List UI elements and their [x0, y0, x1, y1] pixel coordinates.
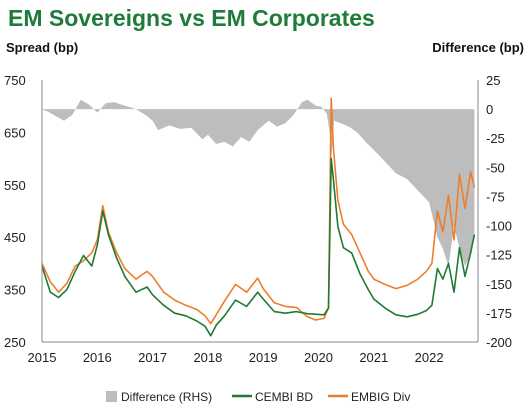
left-tick-label: 250 — [4, 335, 26, 350]
x-tick-labels: 2015 2016 2017 2018 2019 2020 2021 2022 — [28, 350, 444, 365]
right-tick-label: -25 — [486, 131, 505, 146]
right-tick-labels: 25 0 -25 -50 -75 -100 -125 -150 -175 -200 — [486, 73, 512, 350]
difference-area — [42, 99, 475, 267]
right-tick-label: -150 — [486, 277, 512, 292]
x-tick-label: 2018 — [193, 350, 222, 365]
right-tick-label: -125 — [486, 248, 512, 263]
legend-swatch-difference — [106, 391, 117, 402]
x-tick-label: 2015 — [28, 350, 57, 365]
x-tick-label: 2020 — [304, 350, 333, 365]
right-tick-label: -100 — [486, 219, 512, 234]
x-tick-label: 2017 — [138, 350, 167, 365]
cembi-bd-line — [41, 157, 476, 337]
right-tick-label: 0 — [486, 102, 493, 117]
right-axis-title: Difference (bp) — [432, 40, 524, 55]
embig-div-line — [41, 97, 476, 325]
left-tick-label: 350 — [4, 283, 26, 298]
legend-label-embig: EMBIG Div — [351, 390, 410, 404]
right-tick-label: -50 — [486, 160, 505, 175]
x-tick-label: 2016 — [83, 350, 112, 365]
left-tick-label: 750 — [4, 73, 26, 88]
line-series-layer — [41, 97, 476, 337]
x-tick-label: 2021 — [359, 350, 388, 365]
left-tick-label: 650 — [4, 125, 26, 140]
legend-label-difference: Difference (RHS) — [121, 390, 212, 404]
legend-label-cembi: CEMBI BD — [255, 390, 313, 404]
x-tick-label: 2022 — [415, 350, 444, 365]
left-axis-title: Spread (bp) — [6, 40, 78, 55]
left-tick-label: 450 — [4, 230, 26, 245]
right-tick-label: -200 — [486, 335, 512, 350]
legend: Difference (RHS) CEMBI BD EMBIG Div — [106, 390, 410, 404]
x-tick-label: 2019 — [249, 350, 278, 365]
right-tick-label: 25 — [486, 73, 500, 88]
left-tick-labels: 750 650 550 450 350 250 — [4, 73, 26, 350]
right-tick-label: -75 — [486, 189, 505, 204]
right-tick-label: -175 — [486, 306, 512, 321]
left-tick-label: 550 — [4, 178, 26, 193]
difference-area-layer — [42, 99, 475, 267]
chart-title: EM Sovereigns vs EM Corporates — [8, 5, 375, 31]
